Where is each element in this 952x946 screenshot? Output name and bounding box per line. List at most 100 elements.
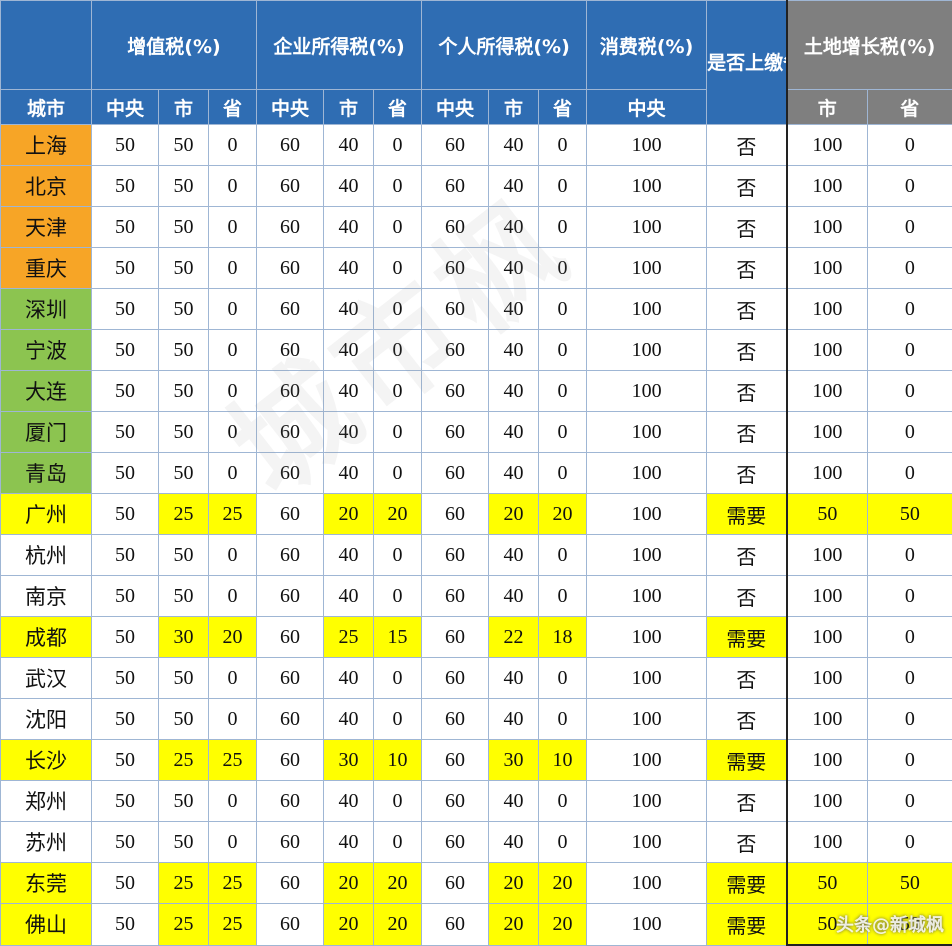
- cell-consumption-central: 100: [587, 822, 707, 863]
- cell-land-province: 0: [868, 412, 952, 453]
- header-land-tax: 土地增长税(%): [787, 1, 952, 90]
- cell-submit-province: 否: [707, 289, 787, 330]
- cell-land-city: 100: [787, 658, 868, 699]
- cell-land-province: 0: [868, 371, 952, 412]
- cell-submit-province: 否: [707, 166, 787, 207]
- cell-vat-province: 0: [209, 699, 257, 740]
- cell-vat-central: 50: [92, 740, 159, 781]
- cell-city: 厦门: [1, 412, 92, 453]
- cell-vat-central: 50: [92, 371, 159, 412]
- cell-personal-province: 0: [539, 330, 587, 371]
- cell-consumption-central: 100: [587, 494, 707, 535]
- cell-personal-city: 40: [489, 166, 539, 207]
- cell-city: 南京: [1, 576, 92, 617]
- cell-submit-province: 否: [707, 699, 787, 740]
- cell-personal-central: 60: [422, 453, 489, 494]
- cell-corp-province: 0: [374, 699, 422, 740]
- cell-city: 广州: [1, 494, 92, 535]
- cell-corp-province: 0: [374, 125, 422, 166]
- cell-corp-province: 20: [374, 904, 422, 946]
- cell-personal-city: 40: [489, 330, 539, 371]
- cell-corp-city: 40: [324, 125, 374, 166]
- sub-personal-central: 中央: [422, 90, 489, 125]
- cell-personal-city: 40: [489, 412, 539, 453]
- cell-personal-central: 60: [422, 863, 489, 904]
- cell-corp-province: 0: [374, 248, 422, 289]
- cell-city: 深圳: [1, 289, 92, 330]
- header-city: 城市: [1, 90, 92, 125]
- sub-corp-province: 省: [374, 90, 422, 125]
- cell-personal-city: 40: [489, 289, 539, 330]
- cell-corp-city: 40: [324, 412, 374, 453]
- cell-city: 上海: [1, 125, 92, 166]
- cell-personal-province: 0: [539, 535, 587, 576]
- cell-submit-province: 需要: [707, 904, 787, 946]
- cell-personal-province: 18: [539, 617, 587, 658]
- cell-personal-province: 0: [539, 125, 587, 166]
- cell-corp-province: 0: [374, 289, 422, 330]
- cell-land-city: 100: [787, 207, 868, 248]
- cell-corp-city: 40: [324, 781, 374, 822]
- cell-corp-city: 25: [324, 617, 374, 658]
- cell-corp-city: 40: [324, 658, 374, 699]
- cell-submit-province: 否: [707, 207, 787, 248]
- cell-vat-province: 0: [209, 576, 257, 617]
- cell-vat-city: 25: [159, 740, 209, 781]
- cell-personal-central: 60: [422, 535, 489, 576]
- cell-personal-central: 60: [422, 289, 489, 330]
- cell-corp-province: 0: [374, 453, 422, 494]
- cell-submit-province: 否: [707, 453, 787, 494]
- cell-land-city: 100: [787, 166, 868, 207]
- cell-land-province: 0: [868, 781, 952, 822]
- cell-vat-central: 50: [92, 453, 159, 494]
- cell-corp-province: 0: [374, 576, 422, 617]
- cell-land-province: 0: [868, 658, 952, 699]
- cell-submit-province: 否: [707, 535, 787, 576]
- cell-consumption-central: 100: [587, 125, 707, 166]
- cell-submit-province: 否: [707, 371, 787, 412]
- cell-corp-central: 60: [257, 576, 324, 617]
- cell-submit-province: 否: [707, 125, 787, 166]
- cell-personal-province: 0: [539, 453, 587, 494]
- cell-corp-central: 60: [257, 207, 324, 248]
- cell-corp-province: 0: [374, 330, 422, 371]
- cell-vat-province: 0: [209, 535, 257, 576]
- cell-vat-central: 50: [92, 330, 159, 371]
- cell-consumption-central: 100: [587, 535, 707, 576]
- cell-consumption-central: 100: [587, 166, 707, 207]
- cell-land-province: 0: [868, 535, 952, 576]
- cell-personal-central: 60: [422, 658, 489, 699]
- cell-vat-city: 50: [159, 412, 209, 453]
- cell-land-city: 100: [787, 822, 868, 863]
- cell-corp-city: 40: [324, 166, 374, 207]
- cell-land-city: 50: [787, 904, 868, 946]
- cell-land-city: 100: [787, 412, 868, 453]
- cell-vat-city: 50: [159, 248, 209, 289]
- cell-submit-province: 否: [707, 781, 787, 822]
- cell-vat-city: 25: [159, 904, 209, 946]
- cell-personal-province: 0: [539, 576, 587, 617]
- cell-consumption-central: 100: [587, 289, 707, 330]
- cell-city: 成都: [1, 617, 92, 658]
- cell-submit-province: 否: [707, 576, 787, 617]
- cell-personal-province: 0: [539, 781, 587, 822]
- cell-personal-city: 40: [489, 207, 539, 248]
- cell-corp-province: 0: [374, 412, 422, 453]
- cell-corp-central: 60: [257, 330, 324, 371]
- cell-personal-central: 60: [422, 248, 489, 289]
- cell-land-city: 100: [787, 617, 868, 658]
- sub-vat-city: 市: [159, 90, 209, 125]
- cell-consumption-central: 100: [587, 371, 707, 412]
- sub-land-province: 省: [868, 90, 952, 125]
- sub-personal-city: 市: [489, 90, 539, 125]
- sub-vat-province: 省: [209, 90, 257, 125]
